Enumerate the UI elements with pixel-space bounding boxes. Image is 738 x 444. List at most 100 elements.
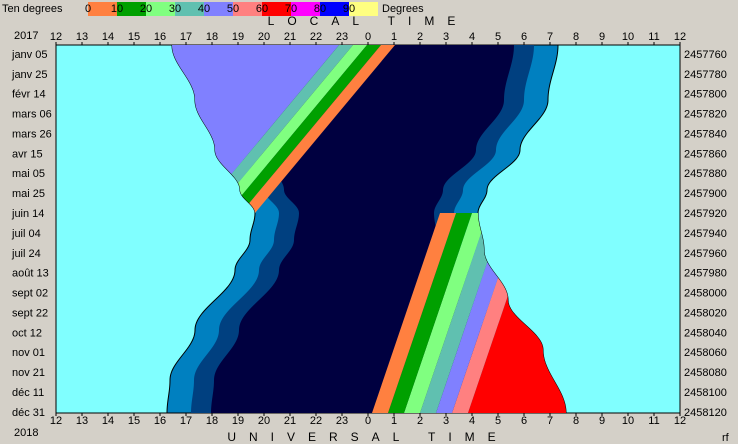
elevation-band xyxy=(420,213,504,413)
legend-swatch xyxy=(320,2,349,16)
legend-label: 80 xyxy=(314,3,326,15)
bottom-hour-label: 6 xyxy=(521,415,527,427)
julian-day-label: 2457860 xyxy=(684,148,727,160)
corner-label: rf xyxy=(722,432,730,444)
top-hour-label: 12 xyxy=(50,31,62,43)
julian-day-label: 2457900 xyxy=(684,188,727,200)
top-hour-label: 3 xyxy=(443,31,449,43)
top-hour-label: 12 xyxy=(674,31,686,43)
top-hour-label: 15 xyxy=(128,31,140,43)
bottom-hour-label: 2 xyxy=(417,415,423,427)
julian-day-label: 2458100 xyxy=(684,387,727,399)
top-hour-label: 21 xyxy=(284,31,296,43)
top-hour-label: 8 xyxy=(573,31,579,43)
julian-day-label: 2458000 xyxy=(684,288,727,300)
elevation-band xyxy=(213,45,367,213)
legend-label: 10 xyxy=(111,3,123,15)
legend-title: Ten degrees xyxy=(2,3,63,15)
bottom-hour-label: 18 xyxy=(206,415,218,427)
top-hour-label: 9 xyxy=(599,31,605,43)
legend-swatch xyxy=(146,2,175,16)
julian-day-label: 2457840 xyxy=(684,128,727,140)
top-hour-label: 6 xyxy=(521,31,527,43)
legend-label: 20 xyxy=(140,3,152,15)
bottom-hour-label: 22 xyxy=(310,415,322,427)
bottom-hour-label: 8 xyxy=(573,415,579,427)
bottom-hour-label: 10 xyxy=(622,415,634,427)
top-title: LOCAL TIME xyxy=(268,14,469,28)
legend-swatch xyxy=(204,2,233,16)
legend-swatch xyxy=(117,2,146,16)
bottom-hour-label: 15 xyxy=(128,415,140,427)
date-label: nov 21 xyxy=(12,367,45,379)
legend-label: 60 xyxy=(256,3,268,15)
top-hour-label: 4 xyxy=(469,31,475,43)
elevation-band xyxy=(388,213,472,413)
legend-label: 40 xyxy=(198,3,210,15)
bottom-hour-label: 12 xyxy=(674,415,686,427)
date-label: juil 04 xyxy=(11,228,41,240)
date-label: mai 05 xyxy=(12,168,45,180)
bottom-hour-label: 5 xyxy=(495,415,501,427)
legend-label: 70 xyxy=(285,3,297,15)
bottom-hour-label: 7 xyxy=(547,415,553,427)
date-label: sept 02 xyxy=(12,288,48,300)
date-label: avr 15 xyxy=(12,148,43,160)
date-label: août 13 xyxy=(12,268,49,280)
date-label: sept 22 xyxy=(12,307,48,319)
bottom-hour-label: 14 xyxy=(102,415,114,427)
legend-label: 90 xyxy=(343,3,355,15)
plot xyxy=(55,44,681,414)
elevation-band xyxy=(227,45,381,213)
date-label: nov 01 xyxy=(12,347,45,359)
elevation-band xyxy=(372,213,456,413)
julian-day-label: 2457960 xyxy=(684,248,727,260)
julian-day-label: 2457880 xyxy=(684,168,727,180)
top-hour-label: 22 xyxy=(310,31,322,43)
legend-swatch xyxy=(291,2,320,16)
bottom-hour-label: 17 xyxy=(180,415,192,427)
julian-day-label: 2457920 xyxy=(684,208,727,220)
top-hour-label: 11 xyxy=(648,31,659,43)
date-label: mars 06 xyxy=(12,109,52,121)
bottom-hour-label: 4 xyxy=(469,415,475,427)
julian-day-label: 2458080 xyxy=(684,367,727,379)
legend-swatch xyxy=(175,2,204,16)
top-hour-label: 19 xyxy=(232,31,244,43)
julian-day-label: 2457780 xyxy=(684,69,727,81)
legend-swatch xyxy=(233,2,262,16)
bottom-hour-label: 13 xyxy=(76,415,88,427)
legend-label: 30 xyxy=(169,3,181,15)
top-hour-label: 16 xyxy=(154,31,166,43)
top-hour-label: 1 xyxy=(391,31,397,43)
top-hour-label: 10 xyxy=(622,31,634,43)
date-label: déc 31 xyxy=(12,407,45,419)
top-hour-label: 13 xyxy=(76,31,88,43)
julian-day-label: 2458120 xyxy=(684,407,727,419)
date-label: mars 26 xyxy=(12,128,52,140)
bottom-hour-label: 16 xyxy=(154,415,166,427)
legend-swatch xyxy=(262,2,291,16)
top-hour-label: 23 xyxy=(336,31,348,43)
legend-unit: Degrees xyxy=(382,3,424,15)
top-hour-label: 0 xyxy=(365,31,371,43)
bottom-hour-label: 19 xyxy=(232,415,244,427)
bottom-hour-label: 3 xyxy=(443,415,449,427)
julian-day-label: 2457760 xyxy=(684,49,727,61)
year-end: 2018 xyxy=(14,427,38,439)
bottom-hour-label: 12 xyxy=(50,415,62,427)
legend-label: 0 xyxy=(85,3,91,15)
date-label: janv 05 xyxy=(11,49,47,61)
bottom-hour-label: 21 xyxy=(284,415,296,427)
date-label: oct 12 xyxy=(12,327,42,339)
legend-label: 50 xyxy=(227,3,239,15)
bottom-hour-label: 20 xyxy=(258,415,270,427)
bottom-hour-label: 9 xyxy=(599,415,605,427)
bottom-hour-label: 1 xyxy=(391,415,397,427)
top-hour-label: 7 xyxy=(547,31,553,43)
julian-day-label: 2458040 xyxy=(684,327,727,339)
bottom-hour-label: 11 xyxy=(648,415,659,427)
elevation-band xyxy=(199,45,353,213)
julian-day-label: 2457980 xyxy=(684,268,727,280)
top-hour-label: 14 xyxy=(102,31,114,43)
